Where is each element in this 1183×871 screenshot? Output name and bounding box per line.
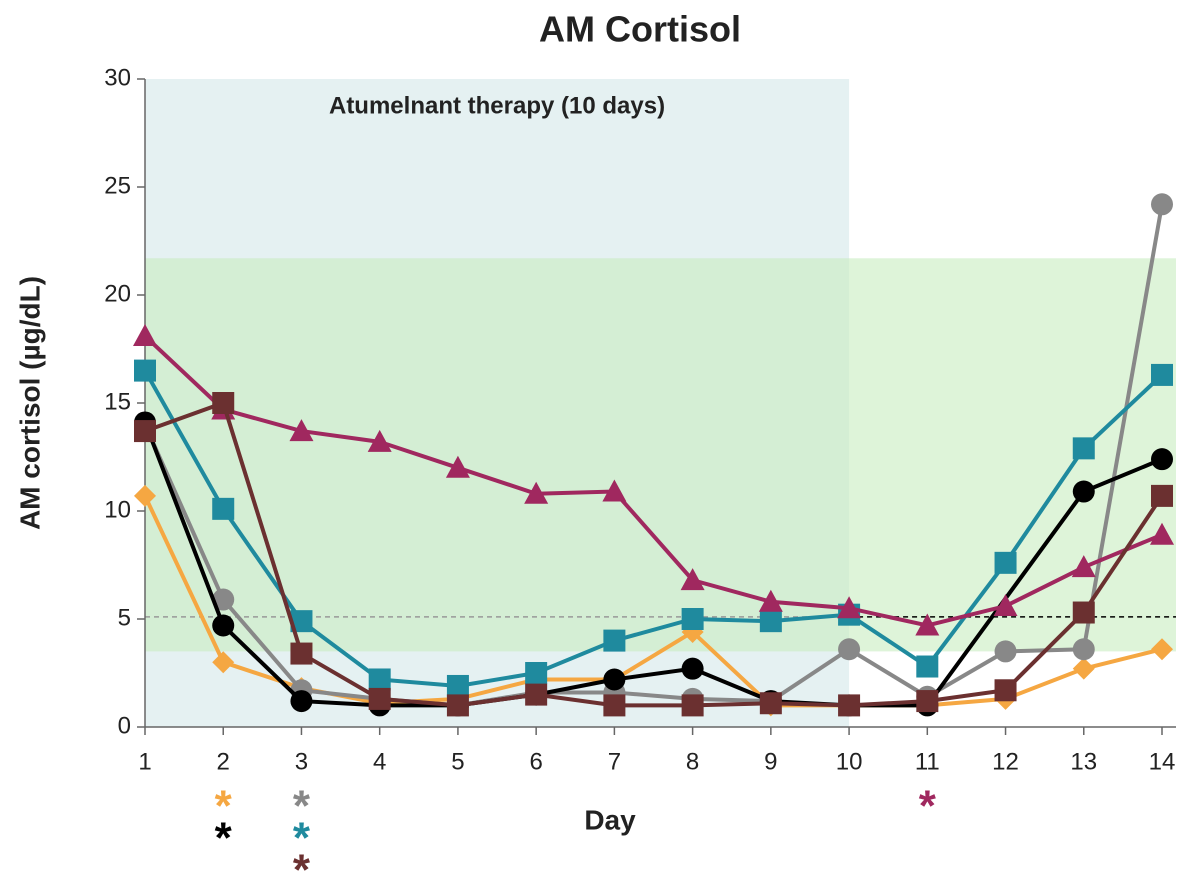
marker xyxy=(916,690,939,713)
marker xyxy=(993,594,1018,617)
marker xyxy=(212,497,235,520)
marker xyxy=(212,614,235,637)
y-tick-label: 15 xyxy=(104,388,131,415)
y-tick-label: 20 xyxy=(104,280,131,307)
marker xyxy=(603,694,626,717)
marker xyxy=(681,694,704,717)
series-line xyxy=(143,334,1163,628)
marker xyxy=(212,651,235,674)
significance-marker: * xyxy=(293,814,311,863)
marker xyxy=(290,642,313,665)
significance-marker: * xyxy=(293,846,311,871)
marker xyxy=(1072,657,1095,680)
x-axis-label: Day xyxy=(584,804,636,835)
marker xyxy=(838,638,861,661)
x-tick-label: 1 xyxy=(138,748,151,775)
marker xyxy=(759,610,782,633)
chart-title: AM Cortisol xyxy=(539,9,741,50)
marker xyxy=(1151,448,1173,471)
significance-marker: * xyxy=(293,782,311,831)
marker xyxy=(212,392,235,414)
marker xyxy=(1151,363,1173,386)
marker xyxy=(602,479,627,502)
marker xyxy=(1151,193,1173,216)
marker xyxy=(1151,638,1173,661)
marker xyxy=(368,668,391,691)
marker xyxy=(680,568,705,591)
marker xyxy=(758,589,783,612)
x-tick-label: 10 xyxy=(836,748,863,775)
marker xyxy=(134,359,156,382)
marker xyxy=(367,429,392,452)
marker xyxy=(681,657,704,680)
marker xyxy=(368,687,391,710)
marker xyxy=(134,484,156,507)
marker xyxy=(916,655,939,678)
x-tick-label: 2 xyxy=(217,748,230,775)
x-tick-label: 7 xyxy=(608,748,621,775)
marker xyxy=(290,690,313,713)
marker xyxy=(1072,480,1095,503)
significance-marker: * xyxy=(215,814,233,863)
x-tick-label: 14 xyxy=(1149,748,1176,775)
marker xyxy=(446,694,469,717)
marker xyxy=(134,420,156,443)
series-line xyxy=(143,369,1164,688)
marker xyxy=(681,608,704,630)
marker xyxy=(525,683,548,706)
x-tick-label: 4 xyxy=(373,748,386,775)
marker xyxy=(1072,638,1095,661)
marker xyxy=(603,629,626,652)
shaded-region xyxy=(145,258,1176,652)
y-axis-label: AM cortisol (µg/dL) xyxy=(14,276,45,530)
y-tick-label: 10 xyxy=(104,496,131,523)
marker xyxy=(446,674,469,697)
marker xyxy=(837,596,862,619)
significance-marker: * xyxy=(215,782,233,831)
marker xyxy=(212,588,235,611)
marker xyxy=(994,640,1017,663)
marker xyxy=(994,679,1017,702)
x-tick-label: 3 xyxy=(295,748,308,775)
significance-marker: * xyxy=(919,782,937,831)
x-tick-label: 6 xyxy=(529,748,542,775)
marker xyxy=(1072,437,1095,460)
y-tick-label: 5 xyxy=(118,604,131,631)
x-tick-label: 13 xyxy=(1070,748,1097,775)
y-tick-label: 30 xyxy=(104,64,131,91)
region-label: Atumelnant therapy (10 days) xyxy=(329,92,665,119)
marker xyxy=(1071,555,1096,578)
x-tick-label: 11 xyxy=(915,748,940,775)
marker xyxy=(289,419,314,442)
marker xyxy=(445,455,470,478)
marker xyxy=(290,610,313,633)
marker xyxy=(525,662,548,684)
series-line xyxy=(143,203,1164,708)
x-tick-label: 5 xyxy=(451,748,464,775)
marker xyxy=(1072,601,1095,624)
marker xyxy=(1150,522,1174,545)
x-tick-label: 9 xyxy=(764,748,777,775)
series-line xyxy=(144,400,1164,708)
marker xyxy=(759,692,782,715)
marker xyxy=(133,324,157,347)
marker xyxy=(838,694,861,717)
marker xyxy=(915,613,940,636)
marker xyxy=(603,668,626,691)
marker xyxy=(1151,484,1173,507)
x-tick-label: 8 xyxy=(686,748,699,775)
marker xyxy=(524,481,549,504)
y-tick-label: 0 xyxy=(118,712,131,739)
x-tick-label: 12 xyxy=(992,748,1019,775)
marker xyxy=(994,551,1017,574)
y-tick-label: 25 xyxy=(104,172,131,199)
